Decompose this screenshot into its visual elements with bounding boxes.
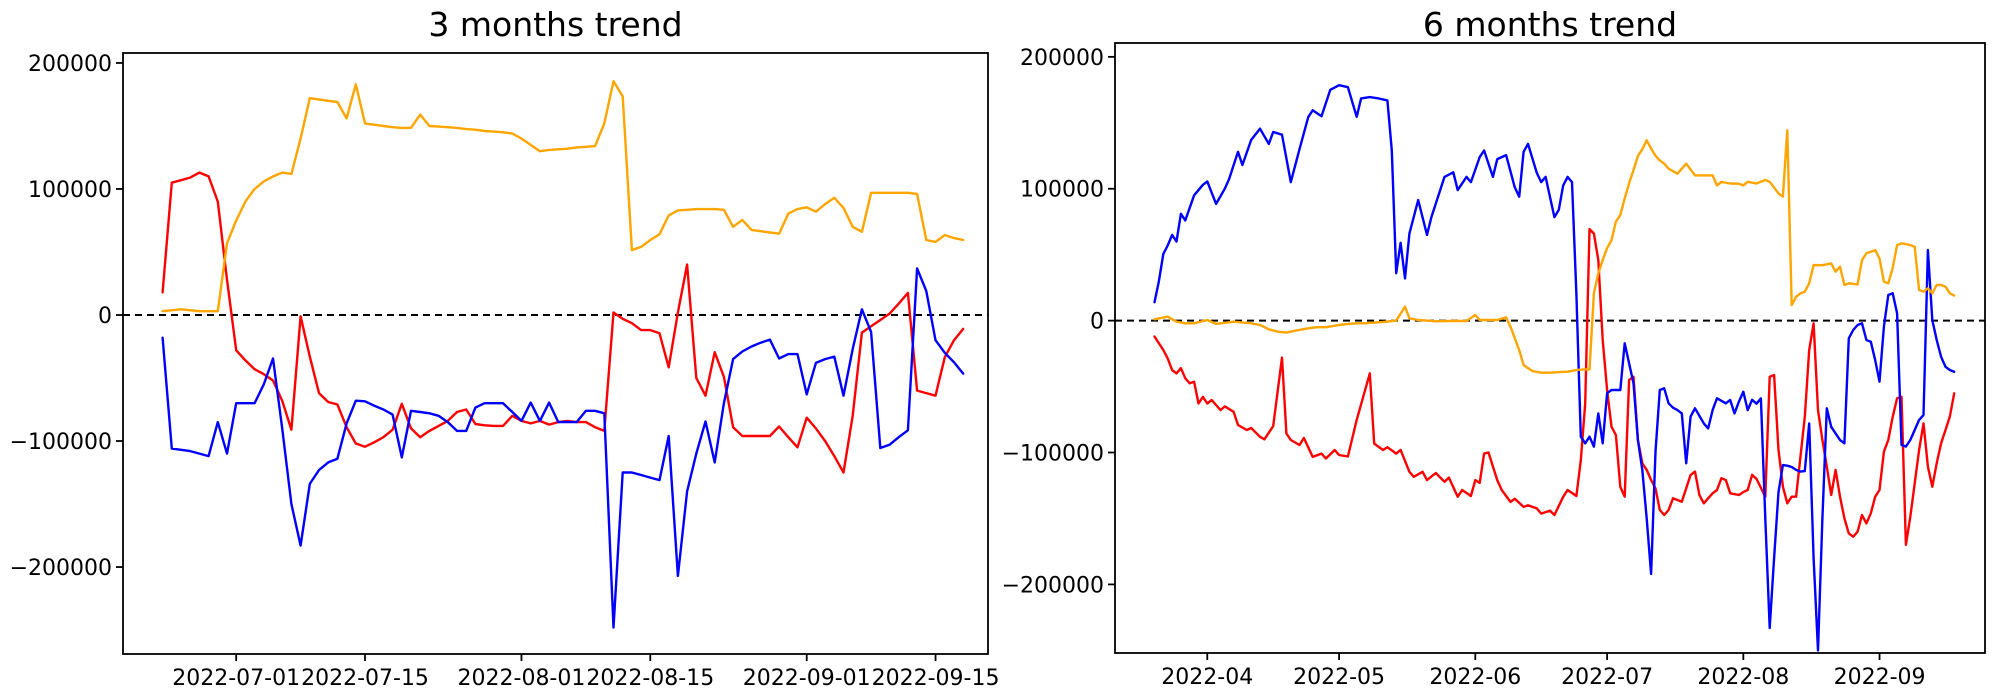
- y-tick-label: 100000: [28, 178, 112, 203]
- x-tick-label: 2022-07-01: [172, 666, 300, 691]
- y-tick-label: 200000: [28, 52, 112, 77]
- y-tick-label: −200000: [1002, 573, 1104, 598]
- x-tick-label: 2022-08-15: [586, 666, 714, 691]
- chart-1-series-blue-line: [1153, 83, 1956, 652]
- chart-1-series-red-line: [1153, 227, 1956, 546]
- x-tick-label: 2022-09: [1834, 665, 1926, 690]
- x-tick-label: 2022-07-15: [301, 666, 429, 691]
- y-tick-label: 0: [1090, 310, 1104, 335]
- plot-border: [1114, 42, 1986, 654]
- x-tick-label: 2022-09-01: [743, 666, 871, 691]
- y-tick-label: −100000: [1002, 442, 1104, 467]
- x-tick-label: 2022-08: [1697, 665, 1789, 690]
- x-tick-label: 2022-05: [1293, 665, 1385, 690]
- right-chart-title: 6 months trend: [1422, 5, 1678, 44]
- y-tick-label: −100000: [10, 430, 112, 455]
- plot-border: [122, 52, 989, 655]
- left-chart-title: 3 months trend: [428, 5, 683, 44]
- x-tick-label: 2022-08-01: [458, 666, 586, 691]
- x-tick-label: 2022-07: [1561, 665, 1653, 690]
- x-tick-label: 2022-09-15: [872, 666, 1000, 691]
- y-tick-label: 100000: [1020, 178, 1104, 203]
- chart-1-series-orange-line: [1153, 129, 1956, 374]
- y-tick-label: −200000: [10, 556, 112, 581]
- x-tick-label: 2022-06: [1429, 665, 1521, 690]
- y-tick-label: 0: [98, 304, 112, 329]
- chart-0-series-orange-line: [161, 79, 965, 313]
- y-tick-label: 200000: [1020, 46, 1104, 71]
- chart-0-series-blue-line: [161, 267, 965, 629]
- x-tick-label: 2022-04: [1161, 665, 1253, 690]
